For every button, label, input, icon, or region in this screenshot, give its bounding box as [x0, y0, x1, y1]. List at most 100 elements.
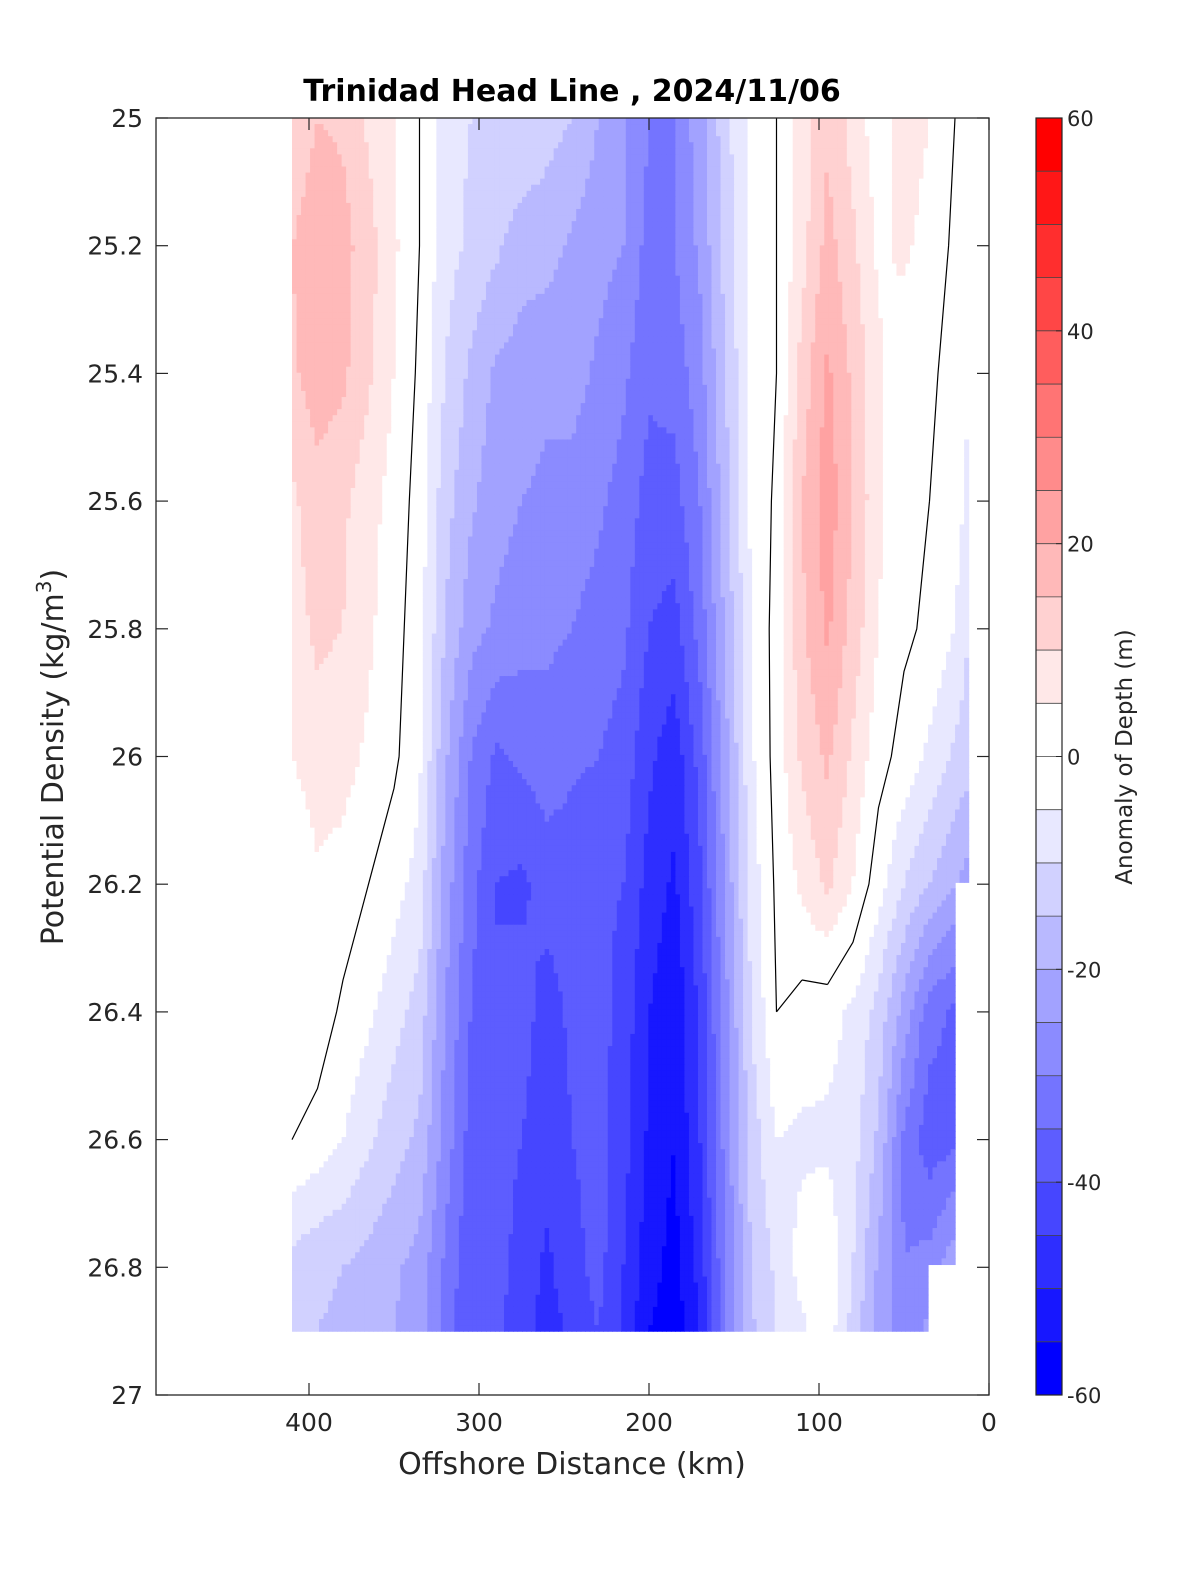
field-cell — [860, 136, 866, 143]
field-cell — [531, 166, 537, 174]
field-cell — [607, 166, 613, 174]
field-cell — [770, 208, 776, 216]
field-cell — [756, 227, 762, 234]
field-cell — [891, 233, 898, 240]
field-cell — [531, 245, 537, 253]
field-cell — [355, 275, 361, 283]
field-cell — [891, 148, 898, 155]
field-cell — [670, 227, 677, 234]
field-cell — [400, 142, 406, 149]
anomaly-field — [292, 118, 970, 1332]
field-cell — [472, 160, 478, 168]
field-cell — [540, 215, 546, 222]
field-cell — [368, 215, 374, 222]
field-cell — [918, 245, 925, 253]
field-cell — [716, 221, 722, 228]
field-cell — [341, 239, 347, 246]
field-cell — [783, 227, 789, 234]
field-cell — [815, 184, 821, 192]
field-cell — [896, 312, 902, 319]
field-cell — [688, 124, 695, 131]
field-cell — [743, 160, 749, 168]
field-cell — [923, 281, 929, 289]
field-cell — [598, 184, 604, 192]
field-cell — [440, 239, 446, 246]
field-cell — [481, 160, 487, 168]
field-cell — [702, 160, 708, 168]
field-cell — [567, 318, 573, 325]
field-cell — [476, 275, 483, 283]
field-cell — [580, 196, 586, 204]
field-cell — [666, 221, 672, 228]
field-cell — [716, 208, 722, 216]
field-cell — [688, 160, 695, 168]
field-cell — [431, 293, 437, 301]
field-cell — [598, 251, 604, 259]
field-cell — [770, 275, 776, 283]
field-cell — [828, 166, 834, 174]
field-cell — [558, 257, 564, 265]
field-cell — [905, 124, 911, 131]
field-cell — [346, 160, 352, 168]
field-cell — [946, 251, 952, 259]
field-cell — [905, 257, 911, 265]
field-cell — [427, 215, 433, 222]
field-cell — [607, 275, 613, 283]
field-cell — [914, 227, 920, 234]
field-cell — [706, 227, 713, 234]
field-cell — [427, 124, 433, 131]
field-cell — [738, 245, 744, 253]
field-cell — [337, 208, 343, 216]
field-cell — [413, 287, 419, 295]
field-cell — [851, 154, 857, 162]
field-cell — [612, 215, 618, 222]
field-cell — [743, 287, 749, 295]
field-cell — [657, 318, 663, 325]
field-cell — [693, 190, 699, 198]
field-cell — [400, 293, 406, 301]
field-cell — [508, 257, 514, 265]
field-cell — [580, 166, 586, 174]
field-cell — [404, 221, 410, 228]
field-cell — [319, 251, 325, 259]
field-cell — [887, 221, 893, 228]
field-cell — [900, 287, 907, 295]
field-cell — [310, 227, 316, 234]
field-cell — [711, 245, 717, 253]
field-cell — [725, 227, 731, 234]
field-cell — [305, 148, 311, 155]
field-cell — [706, 269, 713, 277]
field-cell — [350, 281, 356, 289]
field-cell — [734, 124, 740, 131]
field-cell — [364, 184, 370, 192]
field-cell — [476, 190, 483, 198]
field-cell — [431, 136, 437, 143]
field-cell — [761, 160, 767, 168]
field-cell — [400, 184, 406, 192]
field-cell — [900, 172, 907, 180]
field-cell — [932, 275, 938, 283]
field-cell — [657, 306, 663, 313]
field-cell — [697, 160, 704, 168]
field-cell — [761, 233, 767, 240]
field-cell — [400, 269, 406, 277]
field-cell — [666, 202, 672, 210]
field-cell — [607, 130, 613, 137]
field-cell — [476, 257, 483, 265]
field-cell — [616, 196, 622, 204]
field-cell — [648, 172, 654, 180]
field-cell — [517, 118, 523, 125]
field-cell — [937, 208, 943, 216]
field-cell — [643, 227, 649, 234]
field-cell — [806, 215, 812, 222]
field-cell — [621, 130, 627, 137]
field-cell — [688, 233, 695, 240]
field-cell — [923, 227, 929, 234]
field-cell — [526, 318, 532, 325]
field-cell — [436, 154, 442, 162]
field-cell — [413, 312, 419, 319]
field-cell — [526, 239, 532, 246]
field-cell — [652, 142, 658, 149]
field-cell — [706, 215, 713, 222]
field-cell — [693, 281, 699, 289]
